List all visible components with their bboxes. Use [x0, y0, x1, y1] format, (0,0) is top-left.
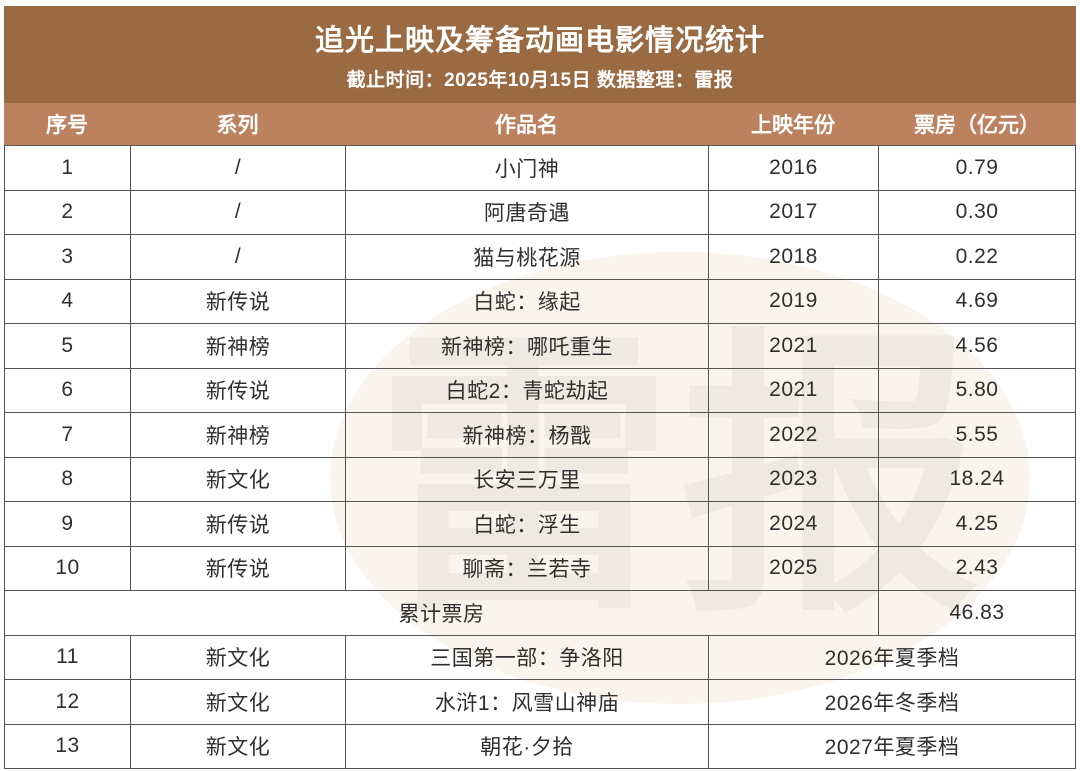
cell-summary-label: 累计票房 — [5, 591, 879, 635]
cell-series: 新传说 — [131, 279, 346, 323]
cell-series: 新神榜 — [131, 413, 346, 457]
cell-no: 2 — [5, 190, 131, 234]
cell-series: 新文化 — [131, 724, 346, 768]
cell-title: 白蛇2：青蛇劫起 — [346, 368, 709, 412]
table-row-upcoming-12: 12 新文化 水浒1：风雪山神庙 2026年冬季档 — [5, 680, 1075, 725]
cell-series: 新文化 — [131, 635, 346, 679]
cell-year: 2025 — [709, 546, 879, 590]
cell-boxoffice: 0.30 — [955, 200, 999, 224]
table-row-summary: 累计票房 46.83 — [5, 591, 1075, 636]
cell-title: 长安三万里 — [346, 457, 709, 501]
cell-title: 白蛇：缘起 — [346, 279, 709, 323]
cell-year: 2024 — [709, 502, 879, 546]
cell-year: 2021 — [709, 368, 879, 412]
cell-boxoffice: 18.24 — [949, 467, 1005, 491]
cell-no: 6 — [5, 368, 131, 412]
cell-boxoffice: 4.69 — [955, 289, 999, 313]
cell-boxoffice: 4.56 — [955, 333, 999, 357]
cell-no: 7 — [5, 413, 131, 457]
page-title: 追光上映及筹备动画电影情况统计 — [314, 25, 765, 57]
cell-no: 8 — [5, 457, 131, 501]
table-row-released-10: 10 新传说 聊斋：兰若寺 2025 2.43 — [5, 546, 1075, 591]
cell-series: 新传说 — [131, 368, 346, 412]
cell-no: 13 — [5, 724, 131, 768]
cell-no: 1 — [5, 146, 131, 190]
table-row-released-3: 3/猫与桃花源 2018 0.22 — [5, 235, 1075, 280]
cell-series: 新文化 — [131, 680, 346, 724]
cell-no: 3 — [5, 235, 131, 279]
cell-title: 朝花·夕拾 — [346, 724, 709, 768]
cell-boxoffice: 0.22 — [955, 244, 999, 268]
cell-series: / — [131, 146, 346, 190]
cell-title: 新神榜：杨戬 — [346, 413, 709, 457]
table-row-upcoming-13: 13 新文化 朝花·夕拾 2027年夏季档 — [5, 724, 1075, 768]
cell-boxoffice: 4.25 — [955, 511, 999, 535]
column-header-2: 作品名 — [495, 114, 558, 137]
column-header-1: 系列 — [216, 114, 259, 137]
table-row-released-1: 1/小门神 2016 0.79 — [5, 146, 1075, 191]
cell-boxoffice: 0.79 — [955, 155, 999, 179]
cell-year: 2021 — [709, 324, 879, 368]
cell-schedule: 2026年夏季档 — [824, 647, 960, 671]
cell-title: 水浒1：风雪山神庙 — [346, 680, 709, 724]
cell-series: 新传说 — [131, 502, 346, 546]
table-row-released-9: 9 新传说 白蛇：浮生 2024 4.25 — [5, 502, 1075, 547]
watermark-circle: 雷报 — [330, 252, 1030, 704]
cell-year: 2019 — [709, 279, 879, 323]
cell-series: / — [131, 190, 346, 234]
cell-title: 小门神 — [346, 146, 709, 190]
cell-title: 阿唐奇遇 — [346, 190, 709, 234]
cell-schedule: 2027年夏季档 — [824, 736, 960, 760]
table-row-released-2: 2/阿唐奇遇 2017 0.30 — [5, 190, 1075, 235]
data-table: 1/小门神 2016 0.79 2/阿唐奇遇 2017 0.30 3/猫与桃花源 2018 0.… — [4, 145, 1076, 769]
header-band: 追光上映及筹备动画电影情况统计 截止时间：2025年10月15日 数据整理：雷报 — [4, 6, 1076, 103]
cell-title: 白蛇：浮生 — [346, 502, 709, 546]
cell-year: 2022 — [709, 413, 879, 457]
cell-schedule: 2026年冬季档 — [824, 691, 960, 715]
table-row-released-4: 4 新传说 白蛇：缘起 2019 4.69 — [5, 279, 1075, 324]
column-header-0: 序号 — [46, 114, 88, 137]
cell-no: 5 — [5, 324, 131, 368]
cell-title: 三国第一部：争洛阳 — [346, 635, 709, 679]
cell-no: 12 — [5, 680, 131, 724]
table-row-released-6: 6 新传说 白蛇2：青蛇劫起 2021 5.80 — [5, 368, 1075, 413]
table-row-released-5: 5 新神榜 新神榜：哪吒重生 2021 4.56 — [5, 324, 1075, 369]
cell-boxoffice: 2.43 — [955, 556, 999, 580]
cell-year: 2023 — [709, 457, 879, 501]
cell-no: 9 — [5, 502, 131, 546]
cell-title: 猫与桃花源 — [346, 235, 709, 279]
cell-boxoffice: 5.80 — [955, 378, 999, 402]
column-header-3: 上映年份 — [751, 114, 835, 137]
cell-no: 10 — [5, 546, 131, 590]
cell-boxoffice: 5.55 — [955, 422, 999, 446]
cell-series: 新文化 — [131, 457, 346, 501]
cell-year: 2017 — [709, 190, 879, 234]
cell-year: 2018 — [709, 235, 879, 279]
cell-series: 新神榜 — [131, 324, 346, 368]
cell-year: 2016 — [709, 146, 879, 190]
column-header-row: 序号 系列 作品名 上映年份 票房（亿元） — [4, 103, 1076, 145]
table-row-released-8: 8 新文化 长安三万里 2023 18.24 — [5, 457, 1075, 502]
table-row-upcoming-11: 11 新文化 三国第一部：争洛阳 2026年夏季档 — [5, 635, 1075, 680]
column-header-4: 票房（亿元） — [914, 114, 1040, 137]
cell-summary-total: 46.83 — [949, 600, 1005, 624]
cell-series: 新传说 — [131, 546, 346, 590]
cell-series: / — [131, 235, 346, 279]
table-row-released-7: 7 新神榜 新神榜：杨戬 2022 5.55 — [5, 413, 1075, 458]
cell-title: 新神榜：哪吒重生 — [346, 324, 709, 368]
cell-no: 11 — [5, 635, 131, 679]
cell-no: 4 — [5, 279, 131, 323]
cell-title: 聊斋：兰若寺 — [346, 546, 709, 590]
watermark-text: 雷报 — [374, 310, 986, 646]
page-subtitle: 截止时间：2025年10月15日 数据整理：雷报 — [346, 70, 734, 91]
